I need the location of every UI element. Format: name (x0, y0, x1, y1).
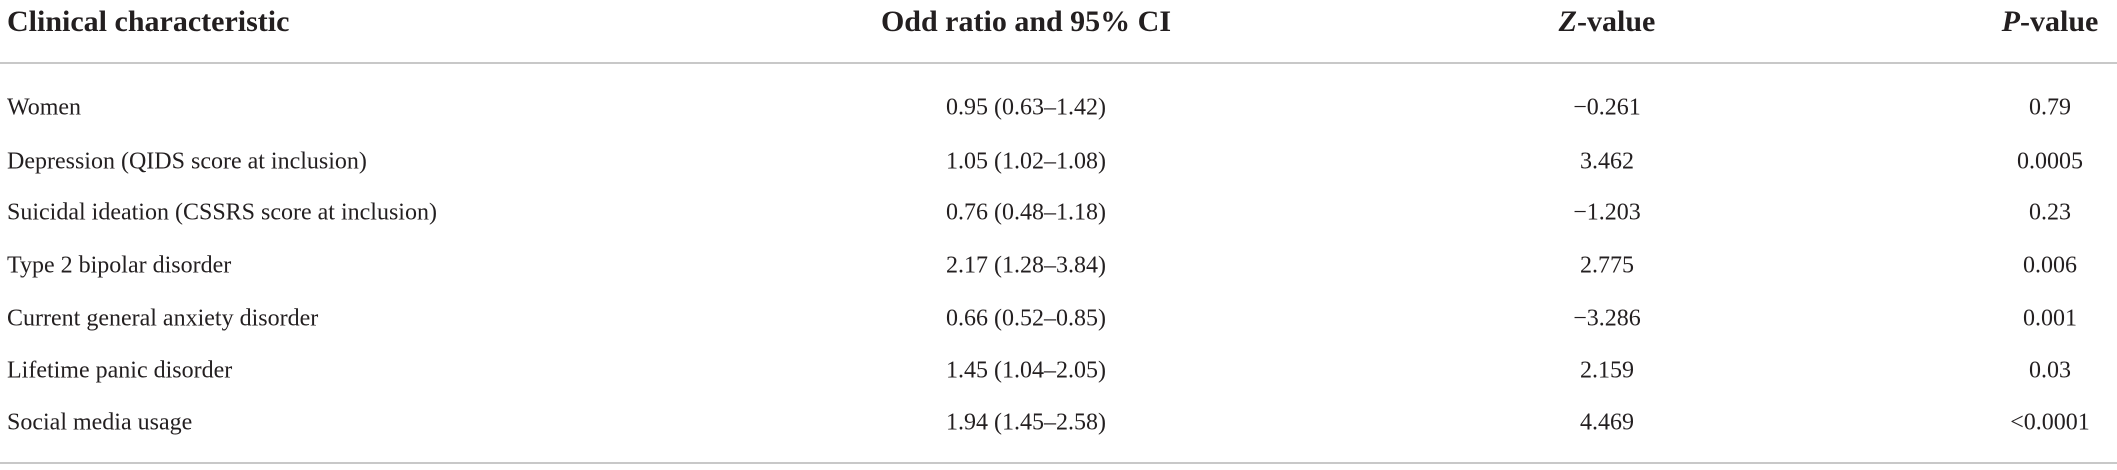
table-cell: 0.23 (2029, 199, 2071, 226)
header-cell: Odd ratio and 95% CI (880, 5, 1172, 38)
header-italic: P (2001, 5, 2020, 38)
header-cell: Clinical characteristic (7, 5, 290, 38)
table-cell: −1.203 (1573, 199, 1641, 226)
table-cell: 0.0005 (2017, 148, 2083, 175)
table-cell: 0.76 (0.48–1.18) (946, 199, 1106, 226)
header-text: -value (2020, 5, 2099, 38)
table-cell: Current general anxiety disorder (7, 305, 319, 332)
table-cell: Depression (QIDS score at inclusion) (7, 148, 367, 175)
table-cell: −3.286 (1573, 305, 1641, 332)
table-cell: Suicidal ideation (CSSRS score at inclus… (7, 199, 437, 226)
table-cell: 0.66 (0.52–0.85) (946, 305, 1106, 332)
header-text: -value (1577, 5, 1656, 38)
table-cell: 1.45 (1.04–2.05) (946, 357, 1106, 384)
table-cell: Women (7, 94, 82, 121)
table-cell: 0.001 (2023, 305, 2077, 332)
table-cell: Lifetime panic disorder (7, 357, 233, 384)
table-cell: Type 2 bipolar disorder (7, 252, 232, 279)
table-cell: 2.159 (1580, 357, 1634, 384)
table-cell: Social media usage (7, 409, 193, 436)
header-cell: P-value (2002, 5, 2099, 39)
header-cell: Z-value (1559, 5, 1656, 39)
table-cell: 2.17 (1.28–3.84) (946, 252, 1106, 279)
table-cell: 0.95 (0.63–1.42) (946, 94, 1106, 121)
table-cell: 0.006 (2023, 252, 2077, 279)
table-cell: 3.462 (1580, 148, 1634, 175)
header-rule (0, 62, 2117, 64)
table-cell: 1.05 (1.02–1.08) (946, 148, 1106, 175)
bottom-rule (0, 462, 2117, 464)
header-italic: Z (1558, 5, 1577, 38)
table-cell: 1.94 (1.45–2.58) (946, 409, 1106, 436)
table-cell: <0.0001 (2010, 409, 2090, 436)
table-cell: −0.261 (1573, 94, 1641, 121)
table-cell: 0.79 (2029, 94, 2071, 121)
table-cell: 0.03 (2029, 357, 2071, 384)
table-cell: 4.469 (1580, 409, 1634, 436)
table-cell: 2.775 (1580, 252, 1634, 279)
